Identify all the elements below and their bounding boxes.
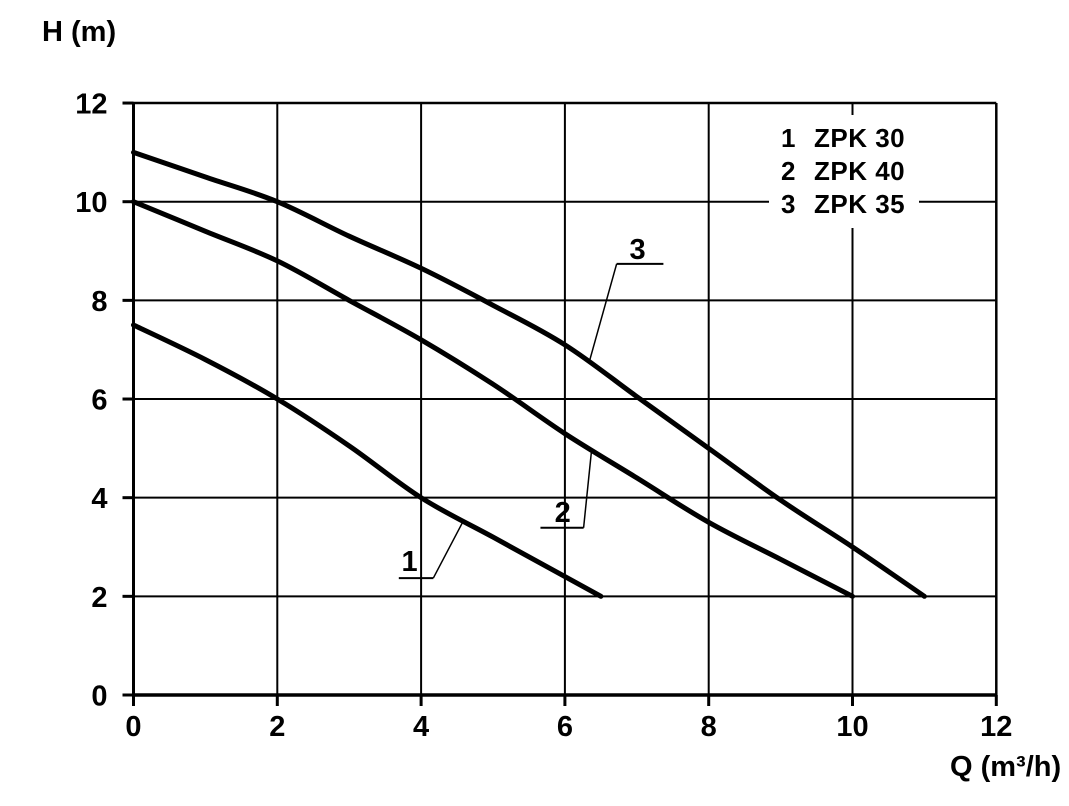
legend-item: 2 ZPK 40 [781,155,905,188]
curve-label-2: 2 [555,497,571,529]
legend-series-number: 3 [781,189,796,219]
y-tick-label: 2 [91,582,107,614]
x-tick-label: 12 [980,711,1012,743]
curve-label-leader-line [432,522,463,579]
legend: 1 ZPK 30 2 ZPK 40 3 ZPK 35 [769,115,920,228]
y-tick-label: 8 [91,286,107,318]
x-tick-label: 10 [836,711,868,743]
y-tick-label: 6 [91,385,107,417]
legend-series-name: ZPK 40 [814,156,906,186]
x-axis-title: Q (m³/h) [950,751,1062,783]
y-tick-label: 10 [75,187,107,219]
curve-label-1: 1 [402,546,418,578]
curve-label-3: 3 [629,234,645,266]
x-tick-label: 8 [701,711,717,743]
x-tick-label: 2 [269,711,285,743]
x-tick-label: 4 [413,711,429,743]
y-tick-label: 4 [91,483,107,515]
legend-item: 1 ZPK 30 [781,122,905,155]
legend-item: 3 ZPK 35 [781,188,905,221]
curve-label-leader-line [588,263,618,362]
legend-series-number: 1 [781,123,796,153]
y-tick-label: 0 [91,681,107,713]
curve-zpk-30 [131,322,604,599]
curve-zpk-40 [131,199,855,599]
y-tick-label: 12 [75,89,107,121]
curve-label-leader-line [582,450,593,528]
x-tick-label: 0 [125,711,141,743]
x-tick-label: 6 [557,711,573,743]
y-axis-title: H (m) [42,16,117,48]
legend-series-name: ZPK 35 [814,189,906,219]
curve-zpk-35 [131,149,927,599]
legend-series-number: 2 [781,156,796,186]
legend-series-name: ZPK 30 [814,123,906,153]
